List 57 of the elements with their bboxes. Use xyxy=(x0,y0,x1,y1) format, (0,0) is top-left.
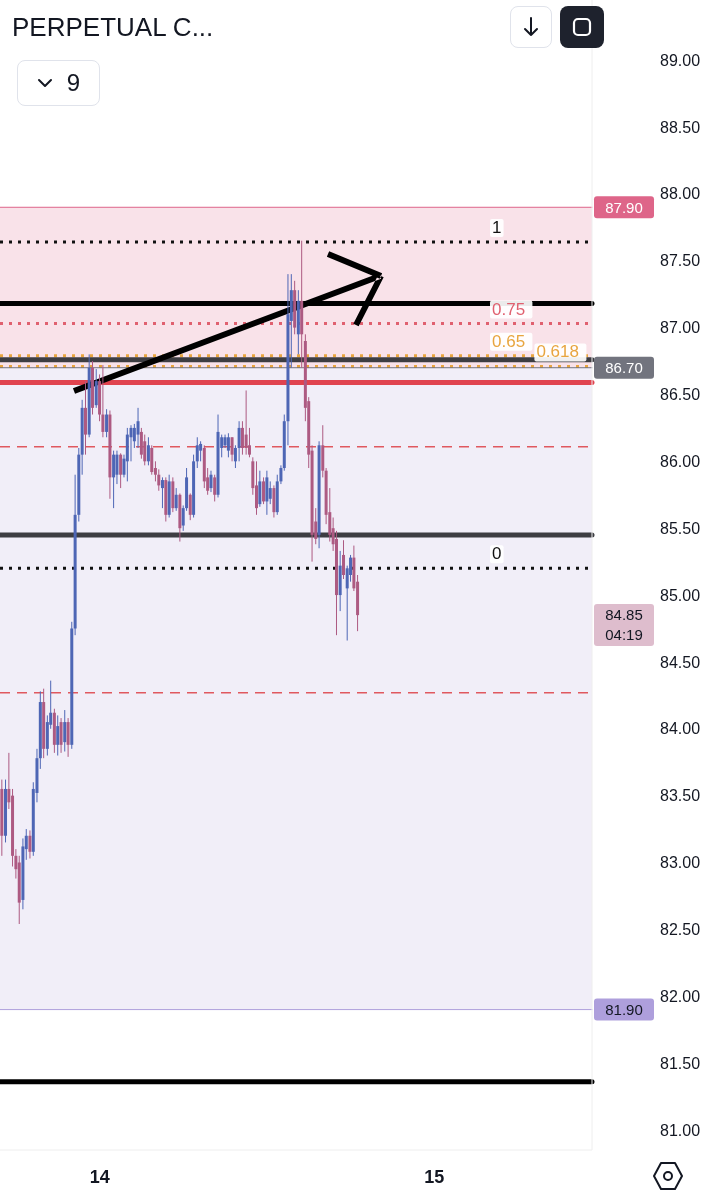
y-tick-label: 88.50 xyxy=(660,118,701,136)
candlestick xyxy=(129,424,133,462)
dropdown-button: 9 xyxy=(17,60,100,106)
candlestick xyxy=(160,476,164,509)
annotation: 0.75 xyxy=(492,299,526,319)
candlestick xyxy=(230,436,234,462)
y-tick-label: 85.50 xyxy=(660,519,701,537)
y-tick-label: 89.00 xyxy=(660,51,701,69)
y-tick-label: 87.50 xyxy=(660,252,701,270)
candlestick xyxy=(213,474,217,502)
y-tick-label: 82.00 xyxy=(660,987,701,1005)
candlestick xyxy=(115,450,119,485)
y-tick-label: 85.00 xyxy=(660,586,701,604)
annotation: 0.65 xyxy=(492,331,526,351)
x-tick-label: 15 xyxy=(424,1166,445,1187)
annotation: 0 xyxy=(492,544,502,564)
candlestick xyxy=(258,470,262,508)
candlestick xyxy=(244,389,248,456)
y-tick-label: 86.50 xyxy=(660,386,701,404)
candlestick xyxy=(209,470,213,493)
text: 04:19 xyxy=(605,626,643,644)
candlestick xyxy=(195,436,199,469)
candlestick xyxy=(56,714,60,757)
y-tick-label: 86.00 xyxy=(660,452,701,470)
text: 84.85 xyxy=(605,606,643,624)
candlestick xyxy=(59,717,63,754)
candlestick xyxy=(262,476,266,505)
y-tick-label: 83.50 xyxy=(660,787,701,805)
text: PERPETUAL C... xyxy=(12,12,214,43)
candlestick xyxy=(237,420,241,462)
candlestick xyxy=(188,492,192,521)
x-tick-label: 14 xyxy=(89,1166,110,1187)
candlestick xyxy=(105,408,109,438)
ref-line-label: 87.90 xyxy=(605,198,643,216)
y-tick-label: 83.00 xyxy=(660,854,701,872)
candlestick xyxy=(119,452,123,489)
y-tick-label: 81.00 xyxy=(660,1121,701,1139)
candlestick xyxy=(112,450,116,509)
ref-line-label: 81.90 xyxy=(605,1000,643,1018)
candlestick xyxy=(342,539,346,580)
annotation: 9 xyxy=(66,69,81,97)
candlestick xyxy=(63,709,67,753)
annotation: 0.618 xyxy=(536,342,579,362)
y-tick-label: 82.50 xyxy=(660,920,701,938)
ref-line-label: 86.70 xyxy=(605,358,643,376)
y-tick-label: 87.00 xyxy=(660,319,701,337)
annotation: 1 xyxy=(492,218,502,238)
candlestick xyxy=(66,717,70,758)
candlestick xyxy=(174,487,178,512)
candlestick xyxy=(255,460,259,516)
y-tick-label: 84.00 xyxy=(660,720,701,738)
y-tick-label: 84.50 xyxy=(660,653,701,671)
candlestick xyxy=(136,407,140,449)
y-tick-label: 81.50 xyxy=(660,1054,701,1072)
y-tick-label: 88.00 xyxy=(660,185,701,203)
candlestick xyxy=(268,480,272,505)
candlestick xyxy=(28,829,32,859)
